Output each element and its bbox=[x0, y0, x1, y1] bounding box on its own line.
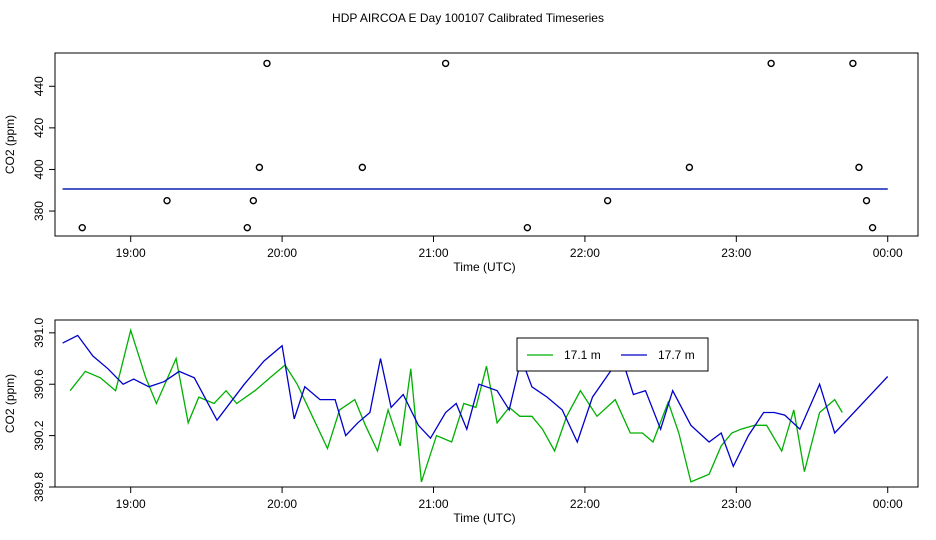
calibration-point bbox=[441, 59, 450, 68]
calibration-point bbox=[358, 163, 367, 172]
x-tick-label: 00:00 bbox=[873, 497, 903, 511]
y-tick-label: 400 bbox=[32, 159, 46, 179]
calibration-point bbox=[78, 223, 86, 232]
legend-label: 17.7 m bbox=[658, 348, 695, 362]
x-tick-label: 22:00 bbox=[570, 246, 600, 260]
series-line-green bbox=[69, 327, 843, 483]
bottom-panel: 19:00 20:00 21:00 22:00 23:00 00:00 389.8 390.2… bbox=[3, 318, 919, 525]
x-tick-label: 00:00 bbox=[873, 246, 903, 260]
x-tick-label: 23:00 bbox=[721, 246, 751, 260]
x-tick-label: 19:00 bbox=[116, 497, 146, 511]
calibration-point bbox=[163, 196, 171, 205]
x-tick-label: 21:00 bbox=[418, 246, 448, 260]
calibration-point bbox=[868, 223, 877, 232]
y-axis-label: CO2 (ppm) bbox=[3, 115, 17, 174]
series-line-blue bbox=[62, 334, 889, 469]
calibration-point bbox=[249, 196, 258, 205]
x-tick-label: 20:00 bbox=[267, 497, 297, 511]
calibration-point bbox=[523, 223, 532, 232]
y-axis-label: CO2 (ppm) bbox=[3, 374, 17, 433]
calibration-point bbox=[849, 59, 857, 68]
x-tick-label: 21:00 bbox=[418, 497, 448, 511]
calibration-point bbox=[255, 163, 264, 172]
calibration-point bbox=[855, 163, 863, 172]
calibration-point bbox=[603, 196, 612, 205]
plot-frame bbox=[54, 319, 919, 488]
y-tick-label: 389.8 bbox=[32, 472, 46, 502]
x-tick-label: 22:00 bbox=[570, 497, 600, 511]
y-tick-label: 380 bbox=[32, 201, 46, 221]
y-tick-label: 420 bbox=[32, 118, 46, 138]
x-axis-label: Time (UTC) bbox=[453, 260, 515, 274]
calibration-point bbox=[243, 223, 251, 232]
y-tick-label: 390.6 bbox=[32, 369, 46, 399]
figure-title: HDP AIRCOA E Day 100107 Calibrated Times… bbox=[332, 11, 604, 25]
x-tick-label: 19:00 bbox=[116, 246, 146, 260]
calibration-point bbox=[862, 196, 871, 205]
calibration-point bbox=[263, 59, 271, 68]
x-tick-label: 20:00 bbox=[267, 246, 297, 260]
x-axis-label: Time (UTC) bbox=[453, 511, 515, 525]
y-tick-label: 391.0 bbox=[32, 318, 46, 348]
plot-frame bbox=[54, 52, 919, 237]
calibration-point bbox=[767, 59, 775, 68]
y-tick-label: 390.2 bbox=[32, 420, 46, 450]
x-tick-label: 23:00 bbox=[721, 497, 751, 511]
legend-label: 17.1 m bbox=[564, 348, 601, 362]
calibration-point bbox=[685, 163, 694, 172]
y-tick-label: 440 bbox=[32, 76, 46, 96]
top-panel: 19:00 20:00 21:00 22:00 23:00 00:00 380 400 420 4… bbox=[3, 52, 919, 274]
